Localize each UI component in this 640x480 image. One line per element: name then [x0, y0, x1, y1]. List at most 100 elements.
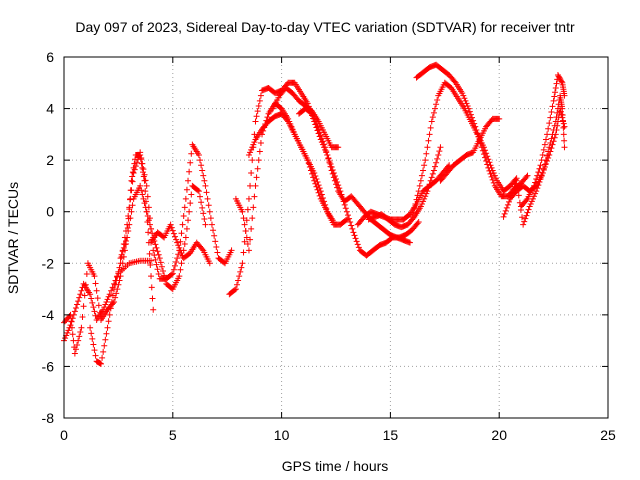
data-point [519, 214, 526, 221]
data-point [75, 298, 82, 305]
data-point [141, 171, 148, 178]
data-point [194, 187, 201, 194]
data-point [176, 273, 183, 280]
data-point [91, 308, 98, 315]
data-point [539, 170, 546, 177]
data-point [485, 164, 492, 171]
data-point [552, 84, 559, 91]
data-point [104, 324, 111, 331]
data-point [82, 281, 89, 288]
data-point [77, 329, 84, 336]
data-point [180, 213, 187, 220]
data-point [552, 89, 559, 96]
data-point [148, 225, 155, 232]
data-point [253, 174, 260, 181]
data-point [414, 192, 421, 199]
data-point [144, 193, 151, 200]
data-point [178, 260, 185, 267]
data-point [254, 165, 261, 172]
data-point [316, 192, 323, 199]
data-point [418, 172, 425, 179]
data-point [148, 257, 155, 264]
data-point [542, 161, 549, 168]
data-point [425, 184, 432, 191]
data-point [437, 144, 444, 151]
axis-tick-labels: 0 5 10 15 20 25 -8 -6 -4 -2 0 2 4 6 [42, 49, 616, 443]
data-point [560, 117, 567, 124]
data-point [150, 247, 157, 254]
data-point [138, 187, 145, 194]
data-point [423, 150, 430, 157]
data-point [463, 100, 470, 107]
data-point [306, 164, 313, 171]
data-point [460, 92, 467, 99]
data-point [200, 210, 207, 217]
data-point [410, 215, 417, 222]
data-point [256, 97, 263, 104]
data-point [344, 212, 351, 219]
data-point [174, 255, 181, 262]
data-point [131, 166, 138, 173]
data-point [500, 213, 507, 220]
data-point [211, 232, 218, 239]
data-point [245, 195, 252, 202]
data-point [253, 113, 260, 120]
data-point [106, 311, 113, 318]
data-point [429, 114, 436, 121]
data-point [233, 281, 240, 288]
y-tick-label: -8 [42, 410, 55, 426]
data-point [331, 177, 338, 184]
data-point [491, 172, 498, 179]
data-point [560, 131, 567, 138]
data-point [141, 200, 148, 207]
data-point [422, 157, 429, 164]
data-point [239, 260, 246, 267]
data-point [490, 170, 497, 177]
data-point [553, 127, 560, 134]
data-point [174, 239, 181, 246]
data-point [178, 230, 185, 237]
data-point [90, 304, 97, 311]
series-arc-4 [117, 182, 209, 293]
data-point [168, 224, 175, 231]
data-point [307, 109, 314, 116]
data-point [128, 177, 135, 184]
data-point [424, 188, 431, 195]
data-point [417, 177, 424, 184]
data-point [540, 167, 547, 174]
data-point [529, 195, 536, 202]
data-point [353, 238, 360, 245]
data-point [486, 167, 493, 174]
data-point [232, 286, 239, 293]
data-point [137, 149, 144, 156]
data-point [528, 198, 535, 205]
data-point [202, 221, 209, 228]
data-point [68, 318, 75, 325]
data-point [484, 161, 491, 168]
data-point [554, 122, 561, 129]
data-point [111, 286, 118, 293]
data-point [520, 221, 527, 228]
data-point [241, 221, 248, 228]
data-point [183, 225, 190, 232]
data-point [204, 195, 211, 202]
data-point [237, 268, 244, 275]
y-tick-label: 2 [46, 152, 54, 168]
data-point [178, 249, 185, 256]
data-point [264, 114, 271, 121]
data-point [132, 163, 139, 170]
data-point [305, 160, 312, 167]
data-point [199, 204, 206, 211]
data-point [433, 101, 440, 108]
data-point [548, 145, 555, 152]
data-point [428, 174, 435, 181]
data-point [145, 217, 152, 224]
data-point [432, 105, 439, 112]
data-point [560, 120, 567, 127]
data-point [247, 149, 254, 156]
data-point [242, 228, 249, 235]
data-point [118, 251, 125, 258]
data-point [128, 208, 135, 215]
data-point [557, 75, 564, 82]
data-point [480, 151, 487, 158]
